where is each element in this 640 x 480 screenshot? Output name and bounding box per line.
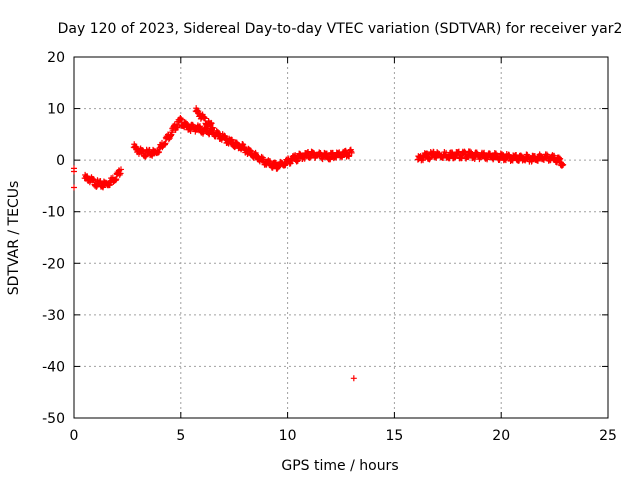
data-point [162, 140, 169, 147]
data-points [71, 105, 567, 382]
data-point [117, 166, 124, 173]
data-point [174, 123, 181, 130]
y-tick-label: -20 [42, 256, 65, 272]
axis-ticks: 0 5 10 15 20 25 20 10 0 -10 -20 -30 -40 -50 [42, 50, 617, 444]
y-tick-label: 10 [47, 102, 65, 118]
chart-title: Day 120 of 2023, Sidereal Day-to-day VTE… [58, 21, 623, 37]
x-tick-label: 0 [70, 428, 79, 444]
x-axis-label: GPS time / hours [281, 458, 398, 474]
y-tick-label: -10 [42, 205, 65, 221]
plot-frame [73, 56, 609, 419]
data-point [350, 375, 357, 382]
y-tick-label: -40 [42, 359, 65, 375]
data-point [113, 176, 120, 183]
y-tick-label: 0 [56, 153, 65, 169]
y-tick-label: -30 [42, 308, 65, 324]
data-point [348, 149, 355, 156]
data-point [560, 161, 567, 168]
y-axis-label: SDTVAR / TECUs [6, 181, 22, 296]
x-tick-label: 10 [279, 428, 297, 444]
data-point [333, 154, 340, 161]
data-point [209, 124, 216, 131]
data-point [178, 116, 185, 123]
data-point [327, 155, 334, 162]
x-tick-label: 5 [176, 428, 185, 444]
y-tick-label: 20 [47, 50, 65, 66]
data-point [71, 168, 77, 175]
data-point [301, 155, 308, 162]
data-point [208, 120, 215, 127]
x-tick-label: 25 [599, 428, 617, 444]
x-tick-label: 20 [492, 428, 510, 444]
x-tick-label: 15 [385, 428, 403, 444]
data-point [557, 155, 564, 162]
y-tick-label: -50 [42, 411, 65, 427]
data-point [71, 184, 77, 191]
